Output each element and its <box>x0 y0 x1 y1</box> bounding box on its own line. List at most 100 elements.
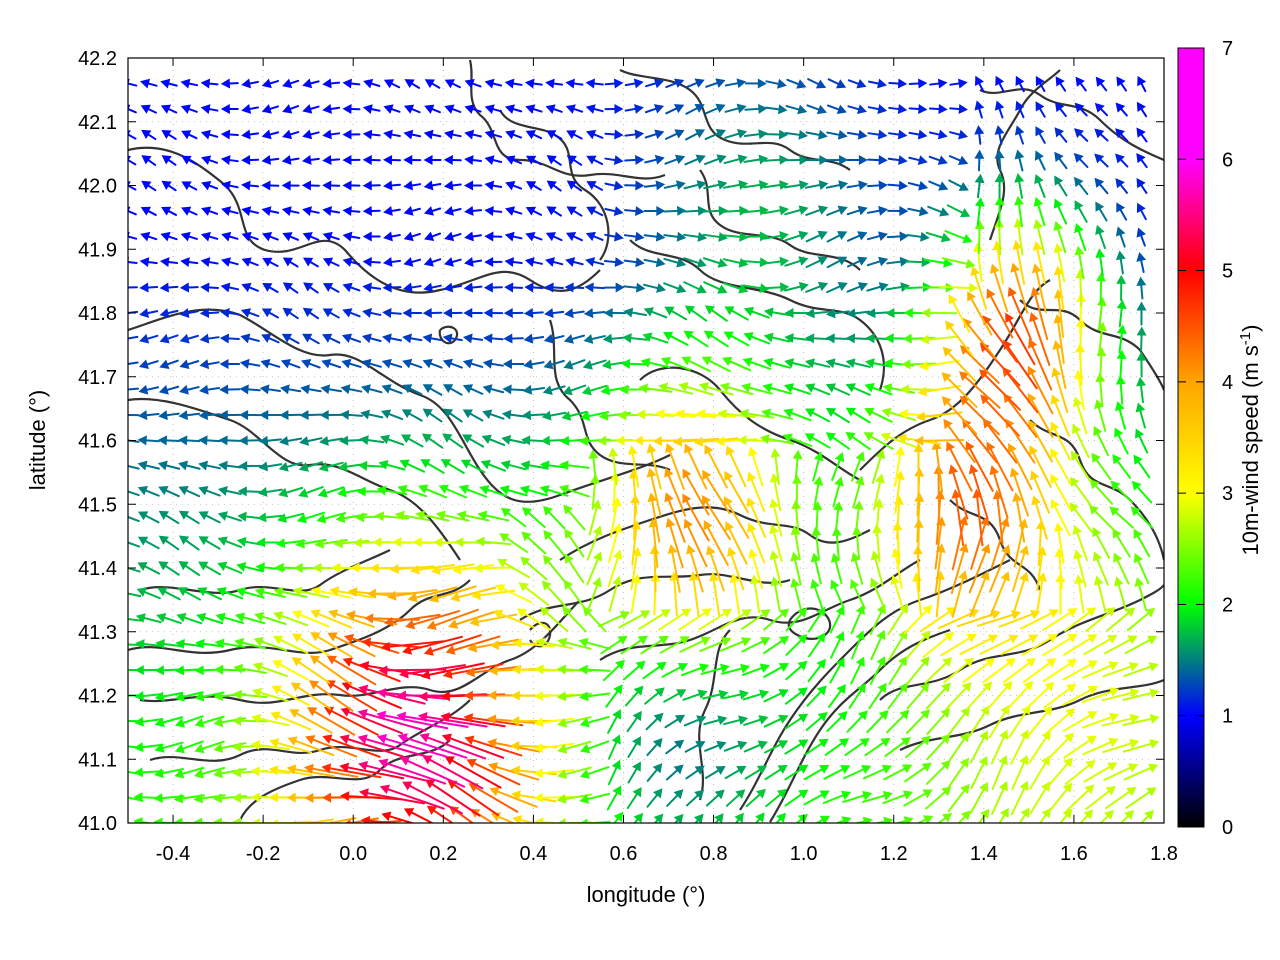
wind-vector <box>361 637 423 649</box>
wind-vector <box>322 180 341 191</box>
x-tick-label: 1.8 <box>1150 843 1178 865</box>
wind-vector <box>566 206 583 217</box>
wind-vector <box>299 436 323 446</box>
wind-vector <box>128 206 137 216</box>
wind-vector <box>653 813 664 823</box>
wind-vector <box>1136 101 1148 118</box>
wind-vector <box>642 332 669 344</box>
wind-vector <box>154 767 185 779</box>
wind-vector <box>723 179 749 190</box>
wind-vector <box>743 306 770 319</box>
wind-vector <box>979 342 1021 387</box>
wind-vector <box>957 810 971 823</box>
wind-vector <box>948 731 969 763</box>
wind-vector <box>1101 713 1140 727</box>
wind-vector <box>974 197 985 226</box>
wind-vector <box>402 308 423 319</box>
wind-vector <box>608 575 622 613</box>
wind-vector <box>521 531 547 555</box>
wind-vector <box>510 765 558 776</box>
wind-vector <box>784 205 809 216</box>
wind-vector <box>216 587 244 600</box>
wind-vector <box>723 154 748 165</box>
contour-line <box>639 366 861 481</box>
wind-vector <box>1112 454 1132 479</box>
wind-vector <box>1029 311 1051 367</box>
wind-vector <box>622 333 649 344</box>
wind-vector <box>321 358 342 369</box>
wind-vector <box>442 384 463 396</box>
wind-vector <box>975 75 985 93</box>
wind-vector <box>383 231 401 242</box>
wind-vector <box>500 507 527 528</box>
wind-vector <box>873 816 894 823</box>
wind-vector <box>438 484 468 499</box>
wind-vector <box>421 433 444 449</box>
wind-vector <box>159 333 179 344</box>
wind-vector <box>539 485 569 497</box>
wind-vector <box>198 485 221 497</box>
wind-vector <box>443 180 462 191</box>
wind-vector <box>1126 607 1156 632</box>
wind-vector <box>140 231 158 242</box>
wind-vector <box>1140 810 1154 823</box>
wind-vector <box>1028 730 1051 764</box>
wind-vector <box>704 129 726 141</box>
wind-vector <box>221 180 239 191</box>
wind-vector <box>261 232 279 242</box>
wind-vector <box>516 608 552 631</box>
wind-vector <box>1070 450 1092 483</box>
wind-vector <box>763 357 791 369</box>
wind-vector <box>309 655 353 686</box>
wind-vector <box>926 708 951 735</box>
wind-vector <box>846 180 868 191</box>
wind-vector <box>826 256 848 269</box>
wind-vector <box>241 282 259 293</box>
wind-vector <box>645 78 664 89</box>
wind-vector <box>982 657 1016 684</box>
wind-vector <box>587 577 602 611</box>
wind-vector <box>866 231 888 241</box>
wind-vector <box>1116 76 1128 92</box>
wind-vector <box>928 155 948 165</box>
wind-vector <box>926 733 951 761</box>
wind-vector <box>866 710 889 733</box>
wind-vector <box>604 155 624 165</box>
wind-vector <box>724 765 747 780</box>
wind-vector <box>1101 688 1140 702</box>
wind-vector <box>358 760 426 782</box>
wind-vector <box>422 308 443 319</box>
wind-vector <box>176 612 203 625</box>
wind-vector <box>663 282 687 294</box>
wind-vector <box>383 205 401 216</box>
wind-vector <box>545 257 564 267</box>
wind-vector <box>376 710 449 730</box>
wind-vector <box>250 740 291 751</box>
wind-vector <box>719 637 752 652</box>
wind-vector <box>564 528 585 558</box>
wind-vector <box>448 610 499 629</box>
wind-vector <box>585 78 604 89</box>
wind-vector <box>218 410 241 421</box>
wind-vector <box>383 613 441 627</box>
wind-vector <box>968 543 991 594</box>
wind-vector <box>359 435 385 446</box>
wind-vector <box>504 104 523 114</box>
wind-vector <box>397 484 428 498</box>
wind-vector <box>1091 452 1112 481</box>
wind-vector <box>497 558 531 579</box>
wind-vector <box>830 579 845 609</box>
wind-vector <box>864 358 892 369</box>
wind-vector <box>282 257 299 268</box>
wind-vector <box>161 155 177 166</box>
wind-vector <box>742 231 769 242</box>
wind-vector <box>825 154 849 165</box>
wind-vector <box>921 307 958 318</box>
wind-vector <box>1081 712 1120 729</box>
wind-vector <box>923 257 953 268</box>
wind-vector <box>755 812 765 823</box>
wind-vector <box>1088 504 1114 531</box>
wind-vector <box>623 307 648 318</box>
wind-vector <box>994 173 1005 199</box>
